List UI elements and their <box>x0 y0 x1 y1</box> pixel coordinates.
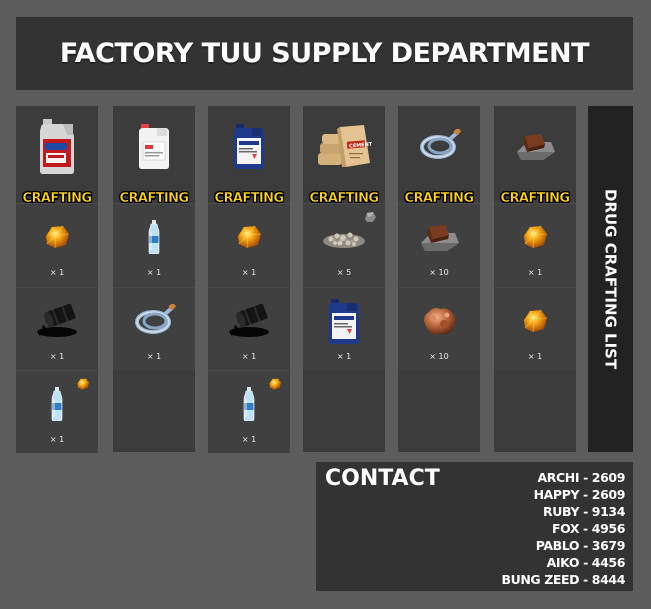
ingredient-slot: × 10 <box>398 203 480 286</box>
water-bottle-icon <box>147 220 161 254</box>
crafting-column: CRAFTING × 1 × 1 × 1 <box>208 106 290 452</box>
ingredient-quantity: × 1 <box>16 268 98 277</box>
ingredient-icon-wrap <box>16 300 98 342</box>
crafting-column: CRAFTING × 10 × 10 <box>398 106 480 452</box>
copper-ore-icon <box>419 304 459 338</box>
ingredient-quantity: × 1 <box>16 435 98 444</box>
product-slot <box>208 106 290 186</box>
page-title: FACTORY TUU SUPPLY DEPARTMENT <box>60 38 589 69</box>
amber-gem-icon <box>521 224 549 250</box>
product-slot <box>113 106 195 186</box>
amber-gem-icon <box>43 224 71 250</box>
brick-stone-icon <box>417 221 461 253</box>
ingredient-quantity: × 1 <box>208 268 290 277</box>
ingredient-slot: × 1 <box>208 370 290 453</box>
ingredient-icon-wrap <box>398 300 480 342</box>
contact-entry: HAPPY - 2609 <box>501 486 625 503</box>
ingredient-icon-wrap <box>398 216 480 258</box>
product-slot <box>398 106 480 186</box>
cement-bags-icon: CEMENT <box>316 123 372 169</box>
contact-entry: AIKO - 4456 <box>501 554 625 571</box>
ingredient-slot: × 1 <box>494 203 576 286</box>
amber-gem-icon <box>268 377 282 391</box>
title-banner: FACTORY TUU SUPPLY DEPARTMENT <box>16 17 633 90</box>
ingredient-slot: × 1 <box>303 287 385 370</box>
side-title: DRUG CRAFTING LIST <box>602 189 620 369</box>
chemical-jug-icon <box>37 117 77 175</box>
ingredient-slot: × 1 <box>494 287 576 370</box>
extra-ingredient-badge <box>363 210 377 224</box>
white-canister-icon <box>137 122 171 170</box>
ingredient-slot: × 1 <box>16 287 98 370</box>
contact-list: ARCHI - 2609 HAPPY - 2609 RUBY - 9134 FO… <box>501 469 625 588</box>
amber-gem-icon <box>76 377 90 391</box>
ingredient-quantity: × 10 <box>398 352 480 361</box>
contact-entry: ARCHI - 2609 <box>501 469 625 486</box>
crafting-column: CRAFTING × 1 × 1 <box>113 106 195 452</box>
side-banner: DRUG CRAFTING LIST <box>588 106 633 452</box>
extra-ingredient-badge <box>268 377 282 391</box>
blue-canister-icon <box>232 122 266 170</box>
ingredient-quantity: × 1 <box>208 352 290 361</box>
ingredient-slot: × 1 <box>16 370 98 453</box>
blue-canister-icon <box>327 297 361 345</box>
hose-icon <box>131 304 177 338</box>
ingredient-slot: × 10 <box>398 287 480 370</box>
ingredient-quantity: × 1 <box>303 352 385 361</box>
ingredient-icon-wrap <box>113 216 195 258</box>
ingredient-slot: × 1 <box>208 203 290 286</box>
rock-icon <box>363 210 377 224</box>
product-slot: CEMENT <box>303 106 385 186</box>
gravel-icon <box>321 225 367 249</box>
ingredient-quantity: × 1 <box>113 268 195 277</box>
ingredient-icon-wrap <box>113 300 195 342</box>
hose-icon <box>416 129 462 163</box>
ingredient-quantity: × 1 <box>494 352 576 361</box>
ingredient-icon-wrap <box>303 300 385 342</box>
oil-barrel-icon <box>227 304 271 338</box>
ingredient-slot: × 1 <box>113 287 195 370</box>
ingredient-slot: × 1 <box>208 287 290 370</box>
extra-ingredient-badge <box>76 377 90 391</box>
ingredient-quantity: × 1 <box>494 268 576 277</box>
water-bottle-icon <box>50 387 64 421</box>
crafting-column: CRAFTING × 1 × 1 <box>494 106 576 452</box>
amber-gem-icon <box>521 308 549 334</box>
ingredient-icon-wrap <box>16 216 98 258</box>
ingredient-icon-wrap <box>208 216 290 258</box>
ingredient-icon-wrap <box>494 300 576 342</box>
ingredient-slot: × 5 <box>303 203 385 286</box>
ingredient-quantity: × 5 <box>303 268 385 277</box>
contact-title: CONTACT <box>325 466 440 491</box>
ingredient-slot: × 1 <box>113 203 195 286</box>
product-slot <box>494 106 576 186</box>
oil-barrel-icon <box>35 304 79 338</box>
contact-entry: PABLO - 3679 <box>501 537 625 554</box>
ingredient-quantity: × 1 <box>16 352 98 361</box>
ingredient-quantity: × 1 <box>113 352 195 361</box>
contact-entry: FOX - 4956 <box>501 520 625 537</box>
ingredient-quantity: × 1 <box>208 435 290 444</box>
ingredient-slot: × 1 <box>16 203 98 286</box>
ingredient-quantity: × 10 <box>398 268 480 277</box>
contact-panel: CONTACT ARCHI - 2609 HAPPY - 2609 RUBY -… <box>316 462 633 591</box>
crafting-column: CEMENT CRAFTING × 5 × 1 <box>303 106 385 452</box>
brick-stone-icon <box>513 130 557 162</box>
water-bottle-icon <box>242 387 256 421</box>
amber-gem-icon <box>235 224 263 250</box>
product-slot <box>16 106 98 186</box>
crafting-column: CRAFTING × 1 × 1 × 1 <box>16 106 98 452</box>
ingredient-icon-wrap <box>208 300 290 342</box>
contact-entry: RUBY - 9134 <box>501 503 625 520</box>
ingredient-icon-wrap <box>494 216 576 258</box>
contact-entry: BUNG ZEED - 8444 <box>501 571 625 588</box>
svg-text:CEMENT: CEMENT <box>349 142 372 150</box>
